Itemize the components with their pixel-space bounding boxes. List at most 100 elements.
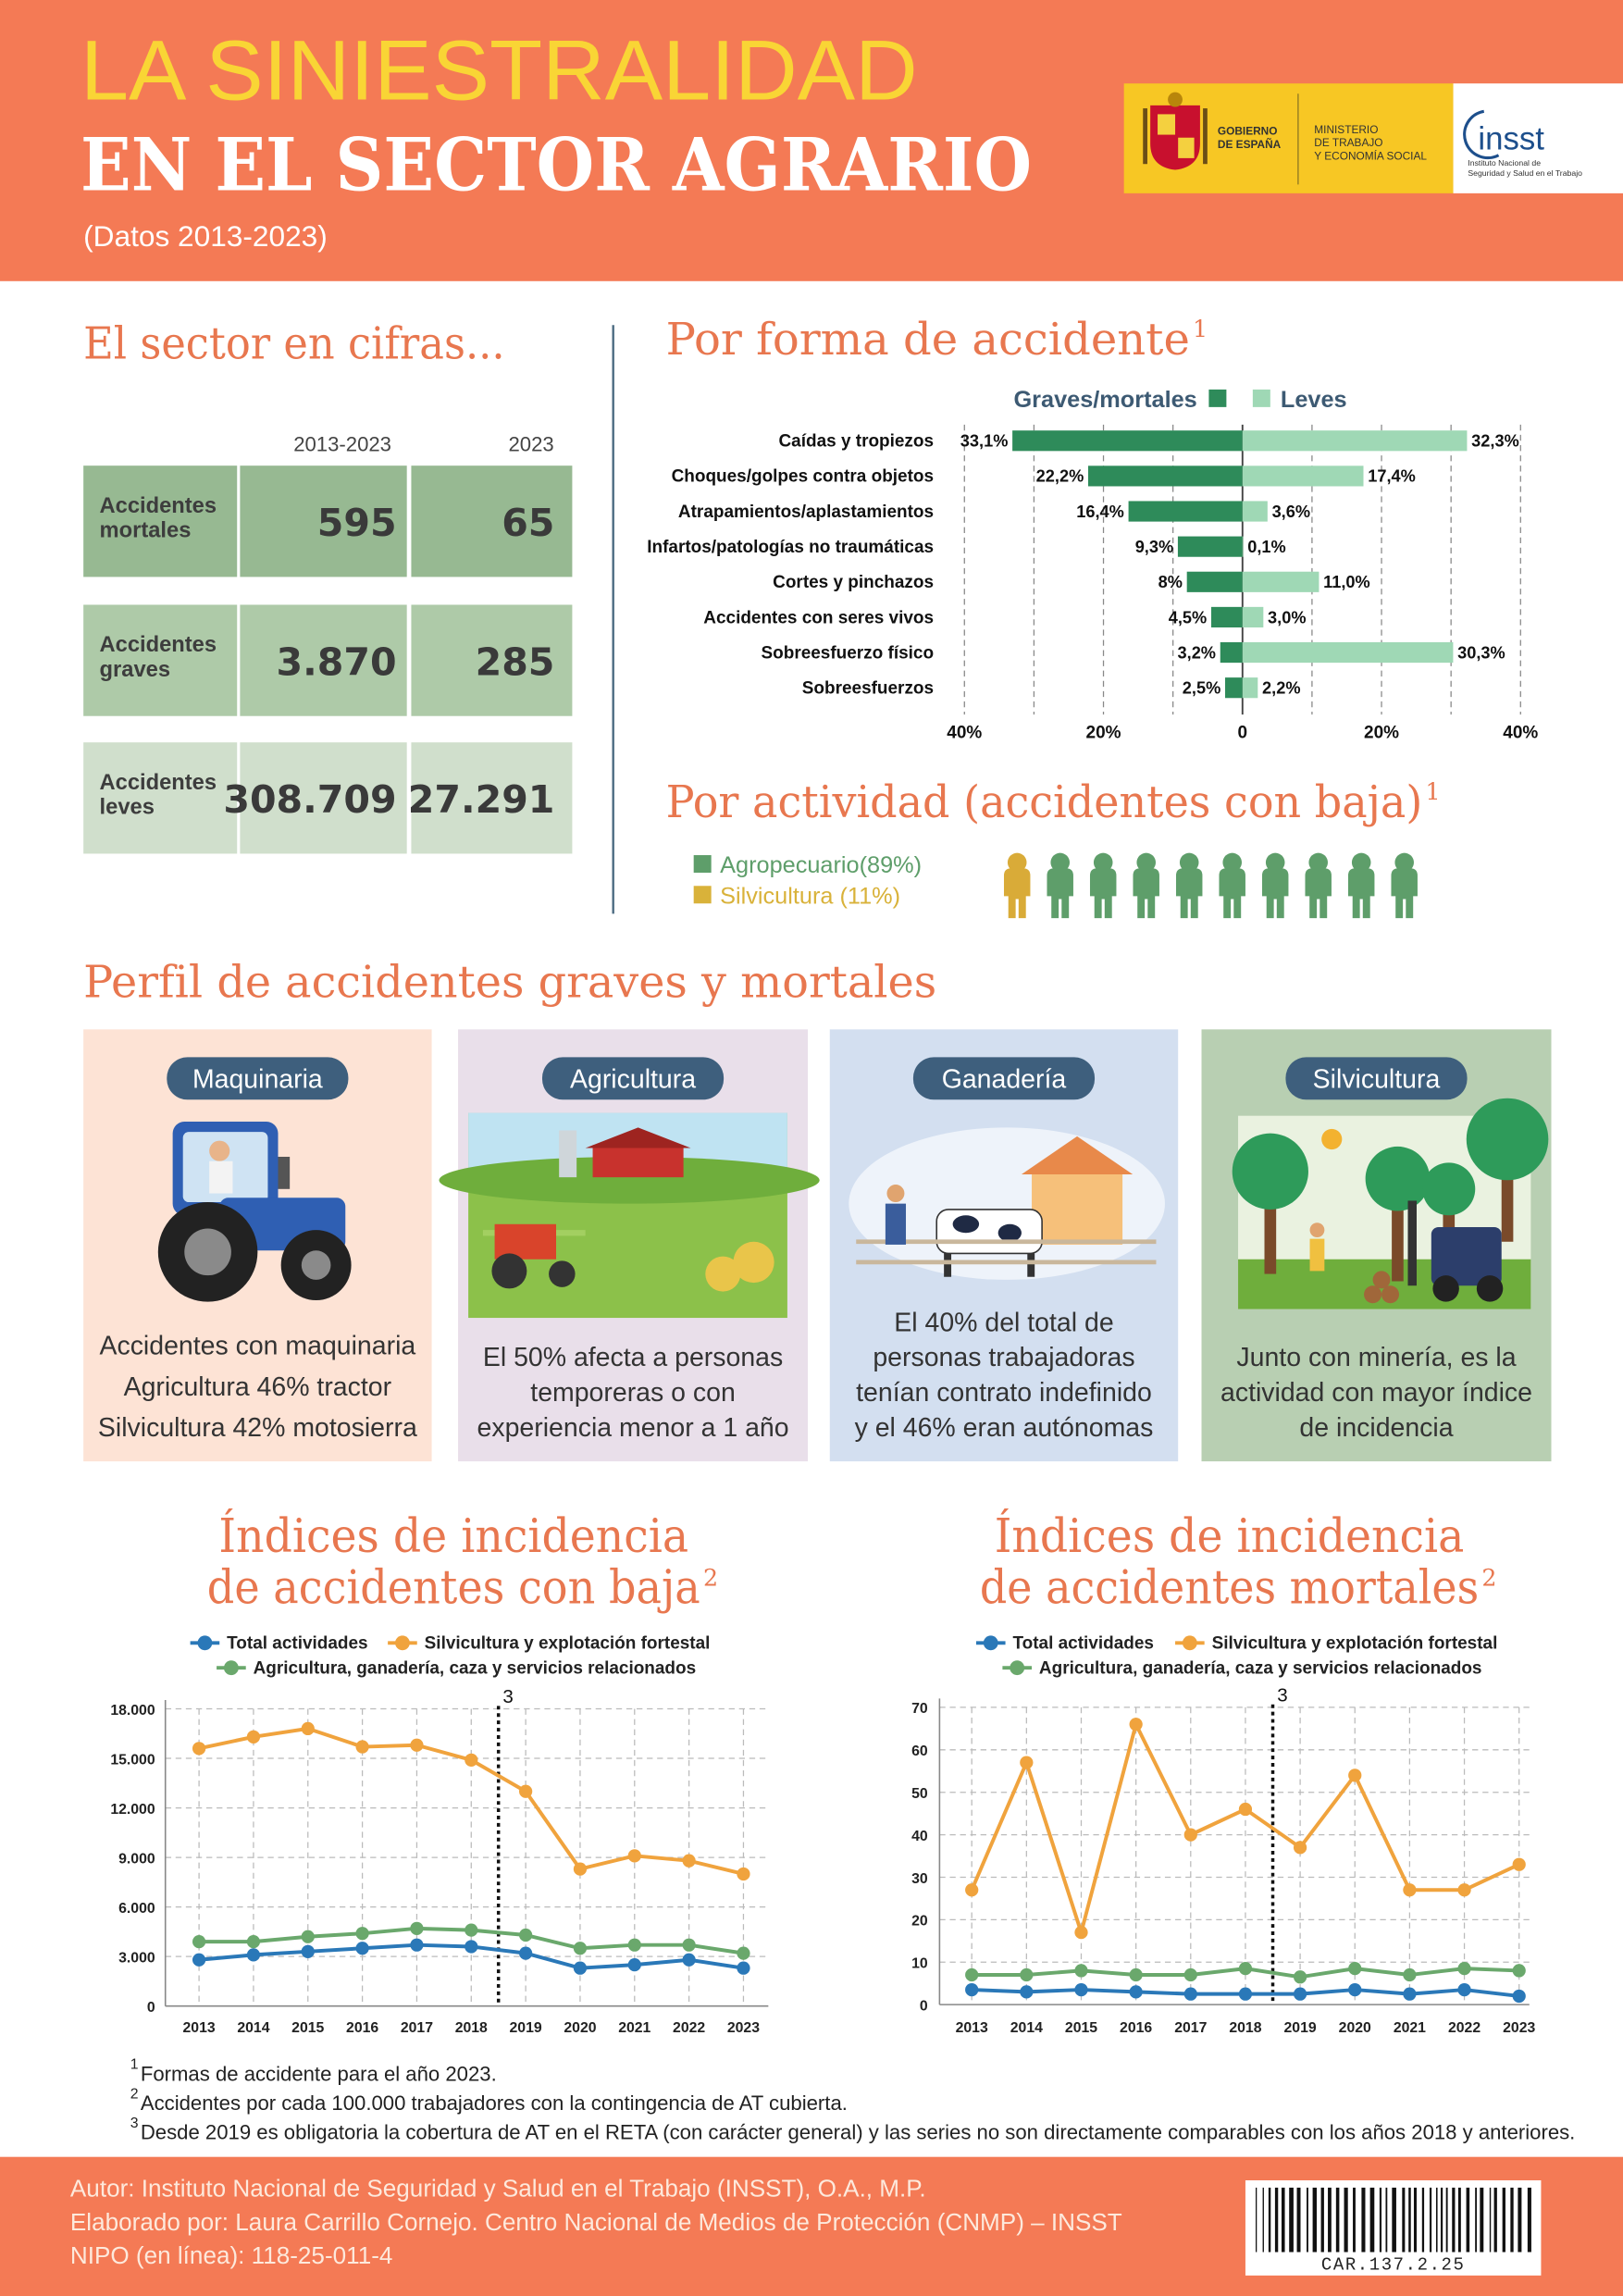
illustration [885, 1203, 907, 1245]
cell-value: 595 [317, 501, 397, 545]
data-point [1403, 1967, 1417, 1982]
illustration [1422, 1162, 1476, 1216]
section-title: Índices de incidencia [995, 1508, 1465, 1563]
data-point [1020, 1756, 1034, 1769]
barcode-bar [1445, 2187, 1448, 2253]
annotation: 3 [502, 1686, 513, 1707]
row-label: leves [100, 796, 155, 820]
icon-head [1179, 852, 1199, 873]
legend-label: Agricultura, ganadería, caza y servicios… [254, 1659, 697, 1679]
barcode-bar [1421, 2187, 1425, 2253]
data-point [1348, 1769, 1362, 1782]
card-label: Agricultura [570, 1065, 696, 1095]
card-label: Maquinaria [192, 1065, 323, 1095]
barcode-bar [1475, 2187, 1477, 2253]
footnote-mark: 2 [130, 2086, 139, 2102]
barcode-bar [1320, 2187, 1324, 2253]
bar [1242, 430, 1468, 452]
barcode-bar [1307, 2187, 1308, 2253]
icon-body [1391, 868, 1418, 919]
illustration [1365, 1146, 1431, 1211]
icon-head [1394, 852, 1414, 873]
illustration [1309, 1222, 1325, 1238]
footnote: Accidentes por cada 100.000 trabajadores… [141, 2091, 848, 2115]
legend-marker [197, 1635, 213, 1651]
x-tick-label: 2021 [1394, 2020, 1426, 2036]
x-tick-label: 2013 [956, 2020, 988, 2036]
illustration [585, 1127, 691, 1148]
data-point [1129, 1985, 1143, 1999]
card-text: El 50% afecta a personas [483, 1343, 783, 1372]
icon-body [1003, 868, 1031, 919]
title-note: 2 [1481, 1565, 1496, 1592]
barcode-bar [1510, 2187, 1514, 2253]
y-tick-label: 50 [911, 1786, 928, 1802]
value-label: 22,2% [1036, 467, 1084, 486]
icon-body [1175, 868, 1203, 919]
y-tick-label: 60 [911, 1744, 928, 1759]
barcode-bar [1527, 2187, 1531, 2253]
value-label: 17,4% [1368, 467, 1416, 486]
barcode-bar [1480, 2187, 1484, 2253]
icon-head [1351, 852, 1371, 873]
legend-marker [1010, 1660, 1025, 1676]
illustration [1309, 1238, 1325, 1272]
legend-marker [395, 1635, 410, 1651]
illustration [549, 1260, 576, 1287]
illustration [997, 1223, 1022, 1242]
card-text: Accidentes con maquinaria [99, 1332, 415, 1361]
cell-value: 65 [502, 501, 554, 545]
y-tick-label: 10 [911, 1956, 928, 1972]
legend-label: Agropecuario(89%) [720, 852, 922, 878]
logos: GOBIERNO DE ESPAÑA MINISTERIO DE TRABAJO… [1123, 83, 1623, 193]
barcode-bar [1379, 2187, 1382, 2253]
data-point [1293, 1987, 1307, 2001]
barcode-bar [1518, 2187, 1522, 2253]
data-point [627, 1938, 641, 1952]
y-tick-label: 70 [911, 1701, 928, 1717]
y-tick-label: 12.000 [110, 1802, 155, 1818]
icon-body [1133, 868, 1159, 919]
icon-body [1089, 868, 1117, 919]
data-point [1129, 1718, 1143, 1731]
barcode-bar [1344, 2187, 1348, 2253]
legend-label: Agricultura, ganadería, caza y servicios… [1039, 1659, 1482, 1679]
data-point [1512, 1989, 1526, 2004]
value-label: 3,6% [1272, 503, 1310, 521]
footer-line: NIPO (en línea): 118-25-011-4 [70, 2241, 393, 2269]
person-icon [1219, 852, 1245, 919]
card-text: tenían contrato indefinido [856, 1378, 1152, 1408]
icon-body [1261, 868, 1289, 919]
data-point [573, 1862, 588, 1876]
illustration [1381, 1285, 1400, 1304]
data-point [1074, 1926, 1088, 1940]
barcode-code: CAR.137.2.25 [1321, 2255, 1466, 2276]
barcode-bar [1385, 2187, 1388, 2253]
category-label: Caídas y tropiezos [778, 432, 934, 452]
illustration [1232, 1133, 1308, 1210]
row-label: Accidentes [100, 771, 217, 795]
card-label: Ganadería [942, 1065, 1067, 1095]
bar [1177, 536, 1243, 557]
value-label: 2,2% [1262, 679, 1300, 698]
footnote: Formas de accidente para el año 2023. [141, 2062, 497, 2085]
x-tick-label: 2013 [183, 2020, 216, 2036]
logo-text: MINISTERIO [1314, 123, 1378, 136]
x-tick-label: 2019 [510, 2020, 542, 2036]
data-point [573, 1942, 588, 1955]
row-label: graves [100, 658, 170, 682]
value-label: 11,0% [1323, 573, 1370, 591]
page-subtitle: EN EL SECTOR AGRARIO [81, 122, 1032, 208]
barcode-bar [1440, 2187, 1443, 2253]
data-point [1074, 1964, 1088, 1978]
value-label: 0,1% [1247, 538, 1285, 556]
y-tick-label: 18.000 [110, 1703, 155, 1719]
title-note: 1 [1425, 778, 1440, 805]
data-point [1238, 1802, 1253, 1817]
card-text: Junto con minería, es la [1236, 1343, 1516, 1372]
data-point [301, 1930, 315, 1943]
cell-value: 27.291 [408, 777, 555, 822]
data-point [1457, 1962, 1471, 1976]
data-point [965, 1883, 979, 1897]
category-label: Infartos/patologías no traumáticas [647, 538, 934, 557]
